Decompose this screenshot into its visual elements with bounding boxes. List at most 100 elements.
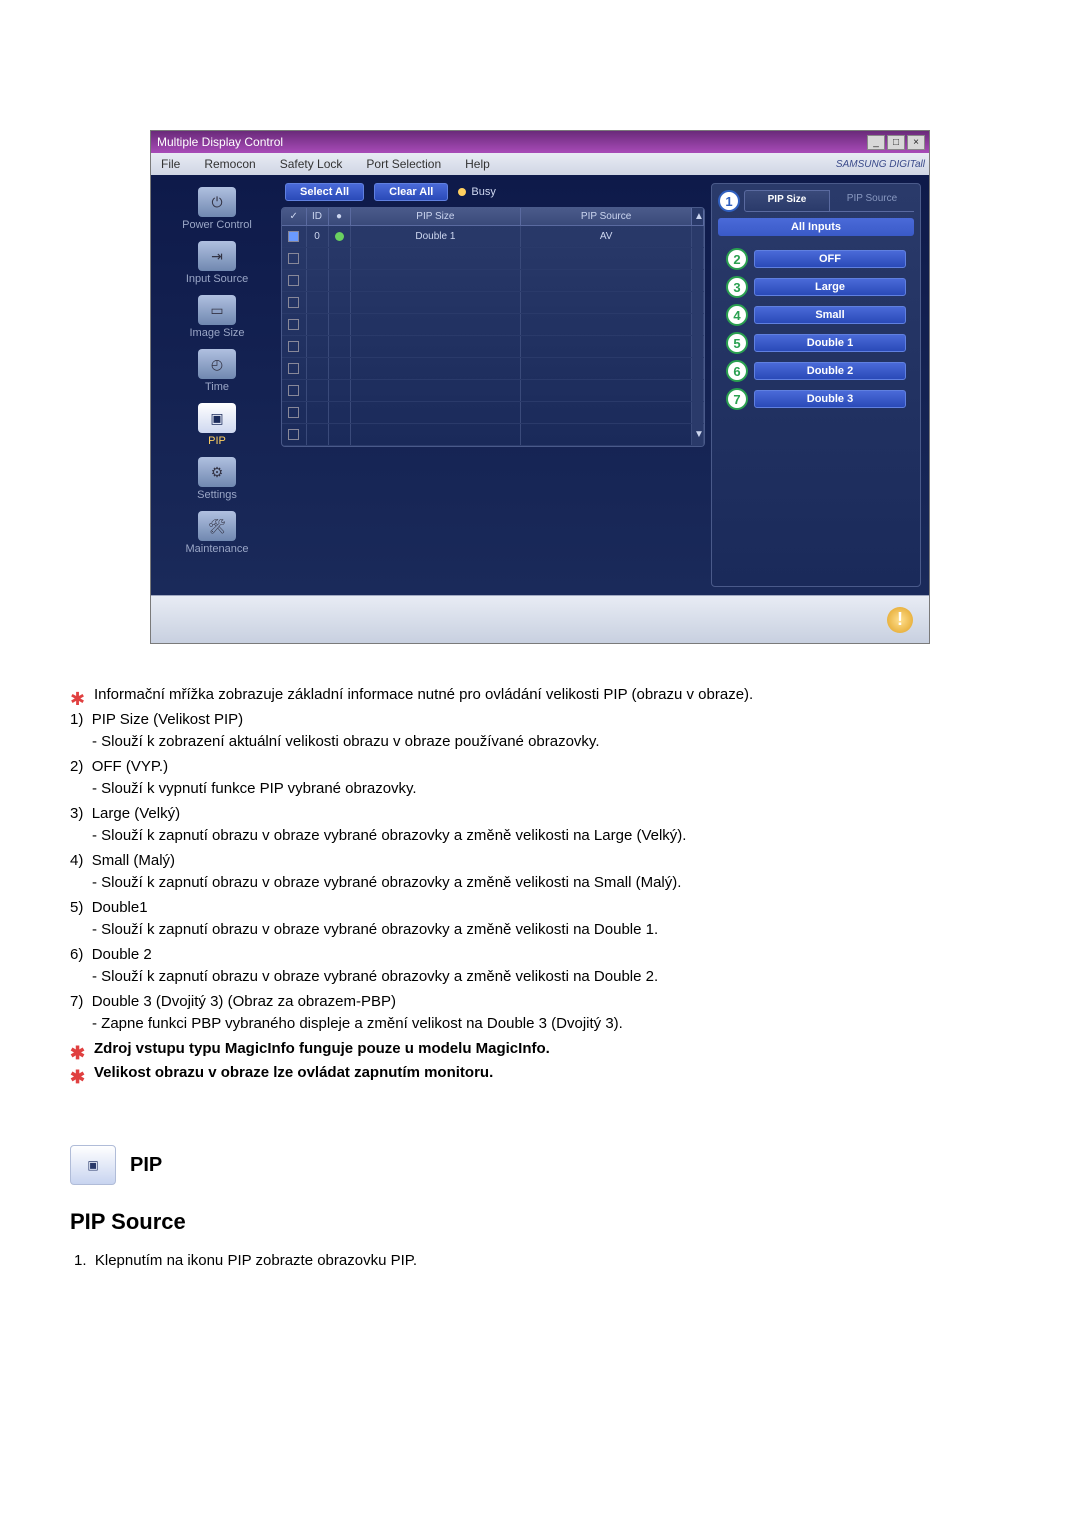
step-1: 1. Klepnutím na ikonu PIP zobrazte obraz… [74, 1250, 1010, 1273]
item-num: 6) [70, 946, 83, 963]
sidebar-item-settings[interactable]: ⚙ Settings [159, 453, 275, 505]
item-sub: - Slouží k zapnutí obrazu v obraze vybra… [92, 919, 1010, 942]
pip-double1-button[interactable]: Double 1 [754, 334, 906, 352]
sidebar-item-inputsource[interactable]: ⇥ Input Source [159, 237, 275, 289]
table-row[interactable]: 0 Double 1 AV [282, 226, 704, 248]
item-num: 1) [70, 711, 83, 728]
sidebar-item-imagesize[interactable]: ▭ Image Size [159, 291, 275, 343]
display-grid: ✓ ID ● PIP Size PIP Source ▲ 0 Double 1 … [281, 207, 705, 447]
pip-off-button[interactable]: OFF [754, 250, 906, 268]
list-item: 2) OFF (VYP.) - Slouží k vypnutí funkce … [70, 756, 1010, 801]
list-item: 6) Double 2 - Slouží k zapnutí obrazu v … [70, 944, 1010, 989]
menu-help[interactable]: Help [459, 155, 496, 173]
col-status[interactable]: ● [328, 208, 350, 226]
pip-option-double1: 5 Double 1 [726, 332, 906, 354]
sidebar-item-label: Power Control [159, 219, 275, 231]
tab-pipsource[interactable]: PIP Source [830, 190, 914, 212]
item-sub: - Slouží k vypnutí funkce PIP vybrané ob… [92, 778, 1010, 801]
item-sub: - Slouží k zapnutí obrazu v obraze vybra… [92, 825, 1010, 848]
menu-file[interactable]: File [155, 155, 186, 173]
pip-double2-button[interactable]: Double 2 [754, 362, 906, 380]
col-pipsize[interactable]: PIP Size [350, 208, 521, 226]
pip-large-button[interactable]: Large [754, 278, 906, 296]
sidebar-item-label: Time [159, 381, 275, 393]
settings-icon: ⚙ [198, 457, 236, 487]
pip-option-off: 2 OFF [726, 248, 906, 270]
mdc-app-window: Multiple Display Control _ □ × File Remo… [150, 130, 930, 644]
menu-remocon[interactable]: Remocon [198, 155, 261, 173]
item-num: 2) [70, 758, 83, 775]
row-checkbox[interactable] [288, 385, 299, 396]
note-text: Velikost obrazu v obraze lze ovládat zap… [94, 1064, 493, 1081]
sidebar-item-label: Maintenance [159, 543, 275, 555]
col-pipsource[interactable]: PIP Source [521, 208, 692, 226]
maximize-button[interactable]: □ [887, 135, 905, 150]
scrollbar[interactable] [692, 226, 704, 248]
callout-2: 2 [726, 248, 748, 270]
select-all-button[interactable]: Select All [285, 183, 364, 201]
row-checkbox[interactable] [288, 319, 299, 330]
col-check[interactable]: ✓ [282, 208, 306, 226]
item-num: 7) [70, 993, 83, 1010]
intro-note: ✱ Informační mřížka zobrazuje základní i… [70, 684, 1010, 707]
sidebar-item-power[interactable]: ⏻ Power Control [159, 183, 275, 235]
table-row[interactable] [282, 336, 704, 358]
note-text: Zdroj vstupu typu MagicInfo funguje pouz… [94, 1040, 550, 1057]
item-sub: - Zapne funkci PBP vybraného displeje a … [92, 1013, 1010, 1036]
pip-icon: ▣ [198, 403, 236, 433]
brand-label: SAMSUNG DIGITall [836, 159, 925, 170]
row-checkbox[interactable] [288, 253, 299, 264]
star-icon: ✱ [70, 686, 85, 713]
busy-label: Busy [471, 186, 495, 198]
table-row[interactable] [282, 358, 704, 380]
callout-1: 1 [718, 190, 740, 212]
row-checkbox[interactable] [288, 341, 299, 352]
table-row[interactable] [282, 248, 704, 270]
table-row[interactable] [282, 380, 704, 402]
col-scroll[interactable]: ▲ [692, 208, 704, 226]
table-row[interactable] [282, 292, 704, 314]
sidebar-item-time[interactable]: ◴ Time [159, 345, 275, 397]
pip-section-icon: ▣ [70, 1145, 116, 1185]
window-controls: _ □ × [867, 135, 925, 150]
col-id[interactable]: ID [306, 208, 328, 226]
menu-safetylock[interactable]: Safety Lock [274, 155, 349, 173]
pip-option-double2: 6 Double 2 [726, 360, 906, 382]
callout-3: 3 [726, 276, 748, 298]
item-title: Large (Velký) [92, 805, 180, 822]
row-checkbox[interactable] [288, 231, 299, 242]
busy-indicator: Busy [458, 186, 495, 198]
callout-5: 5 [726, 332, 748, 354]
row-checkbox[interactable] [288, 275, 299, 286]
table-row[interactable] [282, 402, 704, 424]
menu-portselection[interactable]: Port Selection [360, 155, 447, 173]
row-checkbox[interactable] [288, 363, 299, 374]
row-checkbox[interactable] [288, 407, 299, 418]
time-icon: ◴ [198, 349, 236, 379]
callout-7: 7 [726, 388, 748, 410]
list-item: 1) PIP Size (Velikost PIP) - Slouží k zo… [70, 709, 1010, 754]
minimize-button[interactable]: _ [867, 135, 885, 150]
item-sub: - Slouží k zobrazení aktuální velikosti … [92, 731, 1010, 754]
clear-all-button[interactable]: Clear All [374, 183, 448, 201]
sidebar-item-pip[interactable]: ▣ PIP [159, 399, 275, 451]
sidebar-item-label: Image Size [159, 327, 275, 339]
table-row[interactable] [282, 314, 704, 336]
sidebar-item-label: Settings [159, 489, 275, 501]
close-button[interactable]: × [907, 135, 925, 150]
row-checkbox[interactable] [288, 297, 299, 308]
input-icon: ⇥ [198, 241, 236, 271]
pip-double3-button[interactable]: Double 3 [754, 390, 906, 408]
sidebar-item-maintenance[interactable]: 🛠 Maintenance [159, 507, 275, 559]
maintenance-icon: 🛠 [198, 511, 236, 541]
pip-small-button[interactable]: Small [754, 306, 906, 324]
item-sub: - Slouží k zapnutí obrazu v obraze vybra… [92, 872, 1010, 895]
power-icon: ⏻ [198, 187, 236, 217]
row-id: 0 [306, 226, 328, 248]
scrollbar[interactable]: ▼ [692, 424, 704, 446]
table-row[interactable] [282, 270, 704, 292]
row-checkbox[interactable] [288, 429, 299, 440]
tab-pipsize[interactable]: PIP Size [744, 190, 830, 212]
subsection-title: PIP Source [70, 1205, 1010, 1238]
table-row[interactable]: ▼ [282, 424, 704, 446]
